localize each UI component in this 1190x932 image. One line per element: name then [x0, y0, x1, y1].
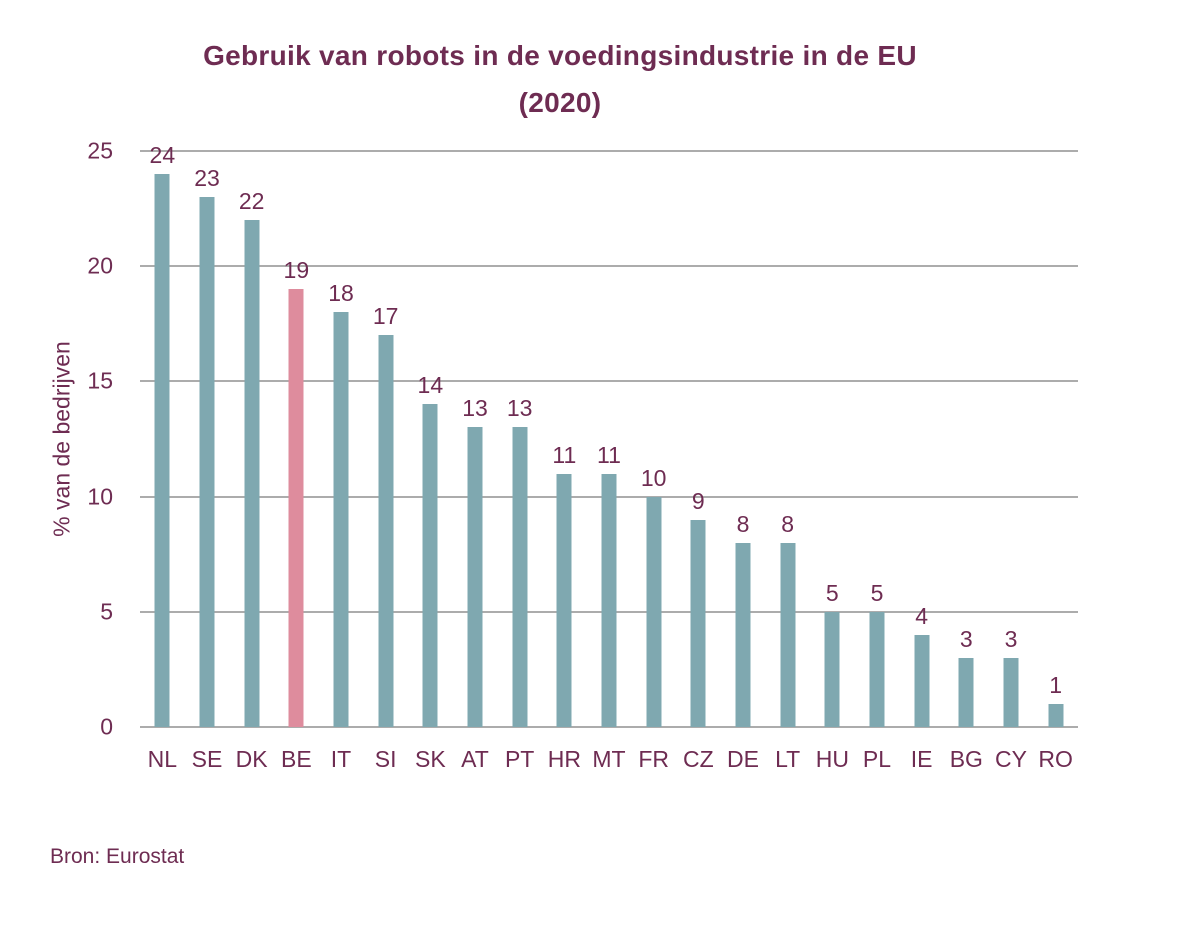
bar-RO — [1048, 703, 1064, 727]
bar-value-label-DE: 8 — [736, 510, 750, 537]
bar-value-label-SI: 17 — [372, 303, 399, 330]
bar-value-label-FR: 10 — [640, 464, 667, 491]
gridline-15 — [140, 380, 1078, 383]
x-tick-label-BE: BE — [280, 746, 312, 772]
bar-value-label-MT: 11 — [597, 441, 621, 468]
plot-area: 0 5 10 15 20 25 24 NL 23 SE 22 DK 19 BE 18 IT 17 SI 14 SK 13… — [87, 138, 1078, 772]
x-tick-label-DK: DK — [235, 746, 268, 772]
bar-value-label-SE: 23 — [194, 165, 220, 192]
bar-CZ — [690, 519, 706, 727]
bar-PT — [512, 427, 528, 727]
bar-LT — [780, 542, 796, 727]
x-tick-label-DE: DE — [727, 746, 759, 772]
bar-value-label-IE: 4 — [915, 602, 929, 629]
x-tick-label-SK: SK — [414, 746, 446, 772]
x-tick-label-PL: PL — [862, 746, 892, 772]
bar-value-label-IT: 18 — [328, 280, 354, 307]
x-tick-label-IT: IT — [330, 746, 352, 772]
y-tick-label-0: 0 — [100, 713, 113, 740]
bar-HR — [556, 473, 572, 727]
bar-value-label-BG: 3 — [959, 625, 973, 652]
bar-DK — [244, 220, 260, 727]
bar-value-label-CY: 3 — [1004, 625, 1018, 652]
x-tick-label-CY: CY — [995, 746, 1027, 772]
x-tick-label-HR: HR — [547, 746, 581, 772]
bar-BG — [958, 657, 974, 727]
y-axis-title: % van de bedrijven — [48, 341, 75, 537]
bar-AT — [467, 427, 483, 727]
bar-NL — [154, 174, 170, 727]
x-tick-label-RO: RO — [1038, 746, 1073, 772]
bar-SE — [199, 197, 215, 727]
x-tick-label-CZ: CZ — [682, 746, 714, 772]
bar-value-label-SK: 14 — [417, 372, 444, 399]
bar-BE — [288, 289, 304, 727]
chart-title: Gebruik van robots in de voedingsindustr… — [203, 40, 917, 71]
bar-IE — [914, 634, 930, 727]
y-tick-label-20: 20 — [87, 252, 113, 279]
bar-MT — [601, 473, 617, 727]
bar-IT — [333, 312, 349, 727]
x-tick-label-BG: BG — [949, 746, 983, 772]
bar-CY — [1003, 657, 1019, 727]
bar-FR — [646, 496, 662, 727]
x-tick-label-AT: AT — [461, 746, 489, 772]
bar-value-label-AT: 13 — [462, 395, 488, 422]
x-tick-label-LT: LT — [775, 746, 801, 772]
x-tick-label-NL: NL — [147, 746, 178, 772]
bar-value-label-CZ: 9 — [691, 487, 705, 514]
bar-PL — [869, 611, 885, 727]
bar-value-label-BE: 19 — [283, 257, 310, 284]
bar-DE — [735, 542, 751, 727]
x-tick-label-MT: MT — [592, 746, 626, 772]
x-tick-label-SI: SI — [374, 746, 397, 772]
y-tick-label-15: 15 — [87, 367, 113, 394]
chart-subtitle: (2020) — [518, 87, 602, 118]
bar-value-label-DK: 22 — [238, 188, 265, 215]
source-note: Bron: Eurostat — [50, 845, 185, 868]
bar-value-label-RO: 1 — [1049, 671, 1063, 698]
bar-SI — [378, 335, 394, 727]
bar-SK — [422, 404, 438, 727]
bar-value-label-LT: 8 — [781, 510, 795, 537]
x-tick-label-HU: HU — [815, 746, 849, 772]
chart-title-block: Gebruik van robots in de voedingsindustr… — [0, 32, 1120, 126]
x-tick-label-IE: IE — [910, 746, 933, 772]
gridline-25 — [140, 150, 1078, 152]
y-tick-label-10: 10 — [87, 483, 113, 510]
gridline-20 — [140, 265, 1078, 268]
x-tick-label-PT: PT — [504, 746, 535, 772]
bar-value-label-HU: 5 — [825, 579, 839, 606]
y-tick-label-5: 5 — [100, 598, 113, 625]
bar-HU — [824, 611, 840, 727]
gridline-0 — [140, 726, 1078, 728]
x-tick-label-FR: FR — [638, 746, 669, 772]
bar-value-label-HR: 11 — [552, 441, 577, 468]
bar-value-label-NL: 24 — [149, 142, 176, 169]
bar-value-label-PL: 5 — [870, 579, 884, 606]
y-tick-label-25: 25 — [87, 137, 113, 164]
x-tick-label-SE: SE — [191, 746, 223, 772]
bar-value-label-PT: 13 — [506, 395, 533, 422]
